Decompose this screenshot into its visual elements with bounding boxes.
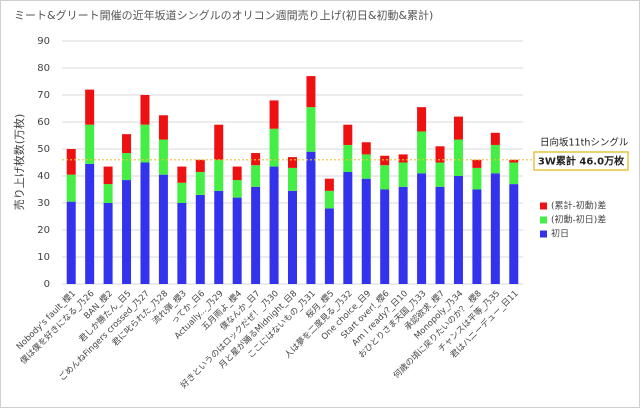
- bar-segment: [324, 178, 334, 191]
- bar-segment: [177, 203, 187, 284]
- bar-segment: [361, 178, 371, 284]
- bar-segment: [343, 171, 353, 284]
- bar-segment: [324, 208, 334, 284]
- bar-segment: [85, 89, 95, 125]
- bar-segment: [269, 128, 279, 167]
- bar-segment: [195, 171, 205, 195]
- y-tick-label: 90: [37, 36, 50, 47]
- y-tick-label: 20: [37, 225, 50, 236]
- bar-segment: [380, 155, 390, 166]
- y-tick-label: 40: [37, 171, 50, 182]
- bar-segment: [140, 124, 150, 163]
- bar-segment: [140, 162, 150, 284]
- bar-segment: [232, 180, 242, 198]
- bar-segment: [324, 190, 334, 209]
- bar-segment: [122, 180, 132, 284]
- bar-segment: [66, 149, 76, 175]
- bar-segment: [361, 142, 371, 155]
- y-tick-label: 0: [44, 279, 50, 290]
- annotation-box-label: 3W累計 46.0万枚: [538, 155, 625, 168]
- legend-label: (累計-初動)差: [551, 200, 606, 212]
- bar-segment: [177, 166, 187, 183]
- bar-segment: [195, 159, 205, 172]
- legend-swatch: [540, 202, 547, 210]
- bar-segment: [435, 186, 445, 284]
- bar-segment: [103, 203, 113, 284]
- bar-segment: [490, 144, 500, 174]
- y-tick-label: 60: [37, 117, 50, 128]
- bar-segment: [195, 194, 205, 284]
- bar-segment: [490, 173, 500, 284]
- bar-segment: [66, 201, 76, 284]
- bar-segment: [453, 116, 463, 140]
- annotation-box: [533, 151, 629, 171]
- bar-segment: [509, 162, 519, 185]
- bar-segment: [306, 151, 316, 284]
- bar-segment: [122, 153, 132, 181]
- y-axis-label: 売り上げ枚数(万枚): [12, 114, 26, 211]
- bar-segment: [269, 166, 279, 284]
- bar-segment: [158, 174, 168, 284]
- bar-segment: [435, 162, 445, 187]
- bar-segment: [398, 154, 408, 163]
- bar-segment: [66, 174, 76, 202]
- y-tick-label: 30: [37, 198, 50, 209]
- bar-segment: [214, 190, 224, 284]
- bar-segment: [417, 107, 427, 132]
- bar-segment: [435, 146, 445, 163]
- bar-segment: [103, 166, 113, 185]
- bar-segment: [177, 182, 187, 203]
- bar-segment: [453, 176, 463, 284]
- y-tick-label: 10: [37, 252, 50, 263]
- bar-segment: [85, 163, 95, 284]
- y-tick-label: 50: [37, 144, 50, 155]
- bar-segment: [472, 189, 482, 284]
- legend-swatch: [540, 230, 547, 238]
- bar-segment: [158, 115, 168, 140]
- annotation: 日向坂11thシングル: [540, 137, 629, 149]
- bar-segment: [417, 131, 427, 174]
- bar-segment: [251, 186, 261, 284]
- legend-label: (初動-初日)差: [551, 214, 606, 226]
- bar-segment: [380, 165, 390, 190]
- bar-segment: [269, 100, 279, 129]
- bar-segment: [380, 189, 390, 284]
- bar-segment: [398, 186, 408, 284]
- bar-segment: [288, 190, 297, 284]
- y-tick-label: 80: [37, 63, 50, 74]
- bar-segment: [343, 144, 353, 172]
- chart-title: ミート&グリート開催の近年坂道シングルのオリコン週間売り上げ(初日&初動&累計): [14, 8, 433, 22]
- bar-segment: [288, 167, 297, 191]
- bar-segment: [509, 184, 519, 284]
- bar-segment: [214, 159, 224, 191]
- bar-segment: [103, 184, 113, 203]
- bar-segment: [453, 139, 463, 176]
- y-tick-label: 70: [37, 90, 50, 101]
- bar-segment: [472, 167, 482, 190]
- bar-segment: [85, 124, 95, 164]
- bar-segment: [398, 162, 408, 187]
- legend-label: 初日: [551, 228, 569, 240]
- bar-segment: [158, 139, 168, 175]
- legend-swatch: [540, 216, 547, 224]
- bar-segment: [306, 76, 316, 108]
- bar-segment: [214, 124, 224, 160]
- bar-segment: [251, 153, 261, 166]
- bar-segment: [490, 132, 500, 145]
- bar-segment: [417, 173, 427, 284]
- bar-segment: [140, 95, 150, 125]
- bar-segment: [232, 197, 242, 284]
- bar-segment: [122, 134, 132, 154]
- bar-segment: [306, 107, 316, 152]
- bar-segment: [509, 159, 519, 163]
- bar-segment: [361, 154, 371, 179]
- bar-segment: [343, 124, 353, 145]
- bar-segment: [288, 157, 297, 168]
- bar-segment: [232, 166, 242, 181]
- bar-segment: [472, 159, 482, 168]
- bar-segment: [251, 165, 261, 187]
